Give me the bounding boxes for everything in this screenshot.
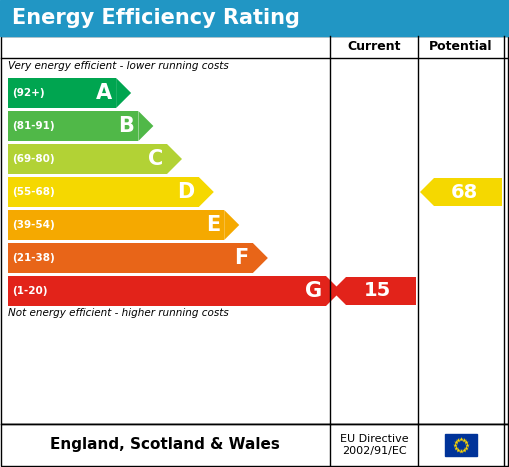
Text: Current: Current [347, 41, 401, 54]
Text: Not energy efficient - higher running costs: Not energy efficient - higher running co… [8, 308, 229, 318]
Bar [8, 276, 326, 306]
Bar [8, 243, 253, 273]
Bar [8, 111, 138, 141]
Text: C: C [148, 149, 163, 169]
Text: Energy Efficiency Rating: Energy Efficiency Rating [12, 8, 300, 28]
Text: F: F [235, 248, 249, 268]
Text: (81-91): (81-91) [12, 121, 54, 131]
Bar [8, 78, 116, 108]
Polygon shape [224, 210, 239, 240]
Text: (92+): (92+) [12, 88, 45, 98]
Text: (55-68): (55-68) [12, 187, 55, 197]
Text: EU Directive
2002/91/EC: EU Directive 2002/91/EC [340, 434, 408, 456]
Text: England, Scotland & Wales: England, Scotland & Wales [50, 438, 280, 453]
Bar [1, 424, 508, 466]
Text: E: E [206, 215, 220, 235]
Bar [0, 0, 509, 36]
Text: (1-20): (1-20) [12, 286, 47, 296]
Polygon shape [420, 178, 502, 206]
Text: Potential: Potential [429, 41, 493, 54]
Polygon shape [167, 144, 182, 174]
Text: (39-54): (39-54) [12, 220, 55, 230]
Text: D: D [178, 182, 195, 202]
Text: 68: 68 [451, 183, 478, 201]
Bar [445, 434, 477, 456]
Bar [8, 144, 167, 174]
Text: Very energy efficient - lower running costs: Very energy efficient - lower running co… [8, 61, 229, 71]
Polygon shape [199, 177, 214, 207]
Polygon shape [332, 277, 416, 305]
Text: (21-38): (21-38) [12, 253, 55, 263]
Bar [1, 36, 508, 424]
Polygon shape [116, 78, 131, 108]
Polygon shape [326, 276, 341, 306]
Text: 15: 15 [364, 282, 391, 300]
Text: (69-80): (69-80) [12, 154, 54, 164]
Text: B: B [119, 116, 134, 136]
Text: A: A [96, 83, 112, 103]
Text: G: G [305, 281, 322, 301]
Bar [8, 210, 224, 240]
Polygon shape [253, 243, 268, 273]
Bar [8, 177, 199, 207]
Polygon shape [138, 111, 153, 141]
